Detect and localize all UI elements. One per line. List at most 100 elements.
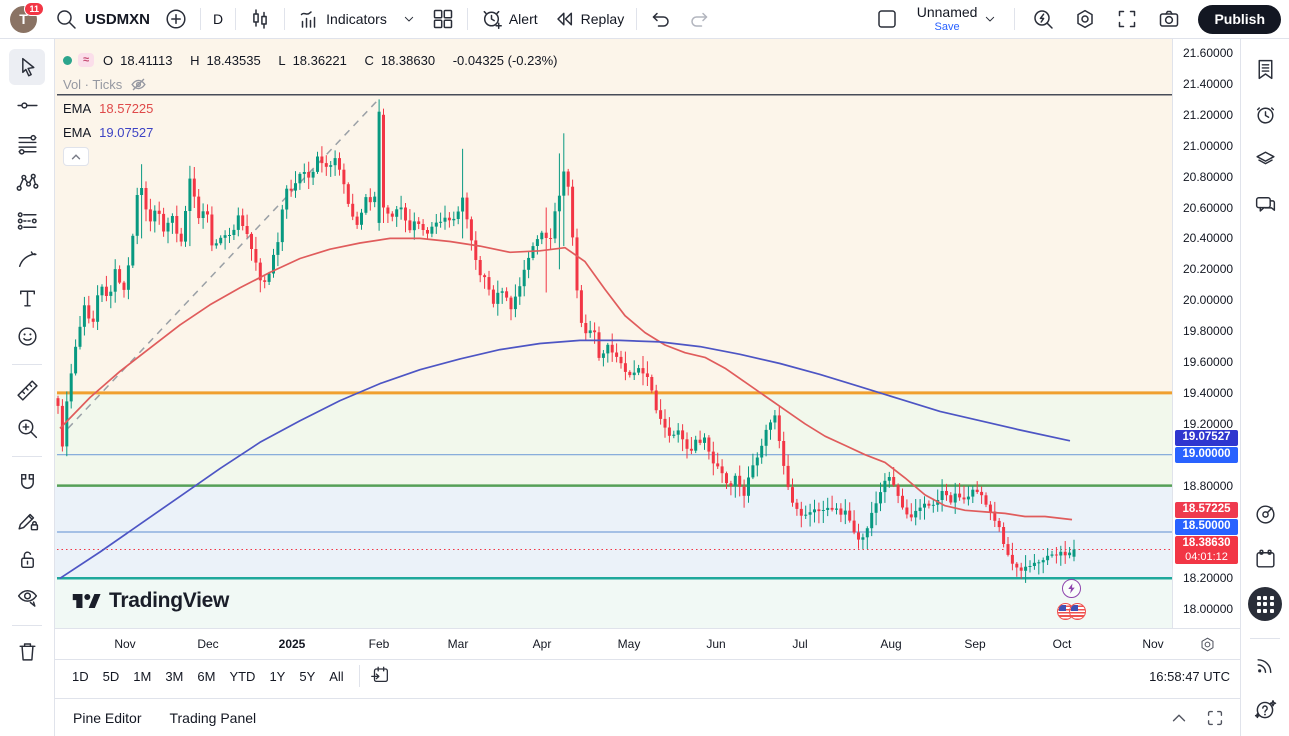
server-clock[interactable]: 16:58:47 UTC — [1149, 668, 1230, 684]
right-sidebar — [1240, 39, 1289, 736]
price-tick-label: 19.60000 — [1183, 355, 1234, 369]
chart-legend: ≈ O 18.41113 H 18.43535 L 18.36221 C 18.3863… — [63, 49, 564, 166]
price-axis[interactable]: 21.60000 21.40000 21.20000 21.00000 20.80000… — [1172, 39, 1240, 628]
tab-pine-editor[interactable]: Pine Editor — [63, 704, 151, 732]
market-status-dot — [63, 55, 72, 65]
redo-icon — [687, 7, 711, 31]
user-avatar[interactable]: T 11 — [10, 1, 44, 33]
axis-settings-gear-icon[interactable] — [1198, 635, 1217, 654]
economic-event-icon[interactable] — [1062, 579, 1081, 598]
measure-ruler-tool-button[interactable] — [9, 372, 45, 408]
emoji-tool-button[interactable] — [9, 319, 45, 355]
avatar-initial: T — [19, 11, 28, 27]
cursor-tool-button[interactable] — [9, 49, 45, 85]
chart-pane[interactable]: ≈ O 18.41113 H 18.43535 L 18.36221 C 18.3863… — [55, 39, 1172, 628]
save-link[interactable]: Save — [934, 20, 960, 33]
help-icon[interactable] — [1247, 691, 1283, 727]
undo-button[interactable] — [642, 4, 680, 34]
legend-ema-fast-row[interactable]: EMA 18.57225 — [63, 97, 564, 119]
eye-off-icon[interactable] — [130, 76, 147, 93]
drawing-toolbar — [0, 39, 55, 736]
candlestick-chart[interactable] — [55, 39, 1172, 628]
timeframe-5y-button[interactable]: 5Y — [292, 665, 322, 688]
legend-volume-row[interactable]: Vol · Ticks — [63, 73, 564, 95]
chats-icon[interactable] — [1247, 186, 1283, 222]
time-axis[interactable]: Nov Dec 2025 Feb Mar Apr May Jun Jul Aug Sep Oct Nov — [55, 628, 1240, 659]
legend-collapse-button[interactable] — [63, 147, 89, 166]
legend-ema-slow-row[interactable]: EMA 19.07527 — [63, 121, 564, 143]
indicator-templates-button[interactable] — [394, 4, 424, 34]
fullscreen-icon — [1115, 7, 1139, 31]
go-to-date-button[interactable] — [368, 664, 392, 688]
news-feed-icon[interactable] — [1247, 646, 1283, 682]
calendar-icon[interactable] — [1247, 541, 1283, 577]
fullscreen-button[interactable] — [1108, 4, 1146, 34]
alert-label: Alert — [508, 11, 538, 27]
chart-style-button[interactable] — [241, 4, 279, 34]
layout-name-button[interactable]: Unnamed Save — [910, 4, 1006, 34]
replay-label: Replay — [580, 11, 625, 27]
chart-settings-button[interactable] — [1066, 4, 1104, 34]
interval-label: D — [213, 11, 224, 27]
alerts-icon[interactable] — [1247, 96, 1283, 132]
timeframe-1d-button[interactable]: 1D — [65, 665, 96, 688]
magnet-mode-button[interactable] — [9, 464, 45, 500]
indicators-button[interactable]: Indicators — [290, 4, 394, 34]
chevron-down-icon — [401, 11, 417, 27]
expand-panel-chevron-icon[interactable] — [1168, 707, 1190, 729]
price-tick-label: 18.80000 — [1183, 478, 1234, 493]
grid-layout-button[interactable] — [424, 4, 462, 34]
toolbar-separator — [636, 8, 638, 30]
symbol-search-button[interactable]: USDMXN — [47, 4, 157, 34]
bar-replay-button[interactable]: Replay — [545, 4, 632, 34]
lock-all-drawings-button[interactable] — [9, 541, 45, 577]
hide-all-drawings-button[interactable] — [9, 580, 45, 616]
timeframe-3m-button[interactable]: 3M — [158, 665, 190, 688]
object-tree-icon[interactable] — [1247, 141, 1283, 177]
maximize-panel-icon[interactable] — [1204, 707, 1226, 729]
quick-search-button[interactable] — [1024, 4, 1062, 34]
remove-all-drawings-button[interactable] — [9, 633, 45, 669]
economic-calendar-flags-icon[interactable] — [1057, 603, 1086, 620]
toolbar-left-group: T 11 USDMXN D Indicators — [0, 0, 718, 38]
timeframe-ytd-button[interactable]: YTD — [222, 665, 262, 688]
notification-badge: 11 — [24, 1, 44, 16]
time-tick-label: Nov — [114, 637, 136, 651]
timeframe-1m-button[interactable]: 1M — [126, 665, 158, 688]
create-alert-button[interactable]: Alert — [473, 4, 545, 34]
publish-button[interactable]: Publish — [1198, 4, 1281, 34]
zoom-in-tool-button[interactable] — [9, 411, 45, 447]
legend-symbol-row[interactable]: ≈ O 18.41113 H 18.43535 L 18.36221 C 18.3863… — [63, 49, 564, 71]
text-tool-button[interactable] — [9, 280, 45, 316]
timeframe-1y-button[interactable]: 1Y — [262, 665, 292, 688]
interval-button[interactable]: D — [206, 4, 230, 34]
snapshot-button[interactable] — [1150, 4, 1188, 34]
apps-grid-icon[interactable] — [1247, 586, 1283, 622]
price-tag-ema-fast: 18.57225 — [1175, 501, 1238, 518]
timeframe-6m-button[interactable]: 6M — [190, 665, 222, 688]
drawing-lock-mode-button[interactable] — [9, 503, 45, 539]
redo-button[interactable] — [680, 4, 718, 34]
toolbar-separator — [358, 665, 360, 687]
ema-fast-value: 18.57225 — [99, 100, 154, 116]
compare-add-symbol-button[interactable] — [157, 4, 195, 34]
timeframe-buttons: 1D 5D 1M 3M 6M YTD 1Y 5Y All — [65, 665, 351, 688]
fib-retracement-tool-button[interactable] — [9, 126, 45, 162]
timeframe-5d-button[interactable]: 5D — [96, 665, 127, 688]
time-tick-label: May — [617, 637, 641, 651]
xabcd-pattern-tool-button[interactable] — [9, 165, 45, 201]
undo-icon — [649, 7, 673, 31]
forecast-tool-button[interactable] — [9, 203, 45, 239]
tradingview-watermark: TradingView — [71, 588, 229, 614]
watchlist-icon[interactable] — [1247, 51, 1283, 87]
timeframe-all-button[interactable]: All — [322, 665, 350, 688]
brush-tool-button[interactable] — [9, 242, 45, 278]
screener-icon[interactable] — [1247, 496, 1283, 532]
price-tick-label: 19.40000 — [1183, 385, 1234, 400]
tab-trading-panel[interactable]: Trading Panel — [159, 704, 266, 732]
trend-line-tool-button[interactable] — [9, 88, 45, 124]
us-flag-icon — [1069, 603, 1086, 620]
layout-select-button[interactable] — [868, 4, 906, 34]
candlestick-style-icon — [248, 7, 272, 31]
toolbar-divider — [12, 456, 42, 457]
